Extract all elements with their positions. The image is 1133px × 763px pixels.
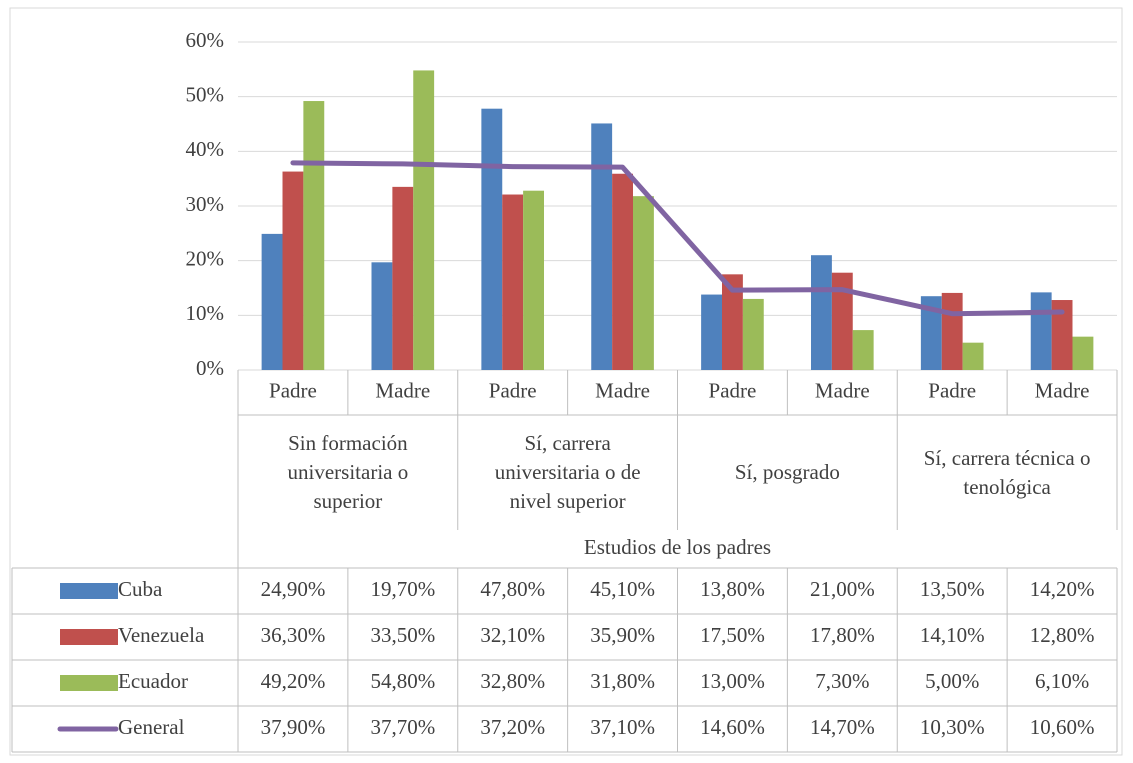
table-value: 31,80% [590, 669, 655, 693]
table-value: 21,00% [810, 577, 875, 601]
table-value: 37,90% [261, 715, 326, 739]
table-value: 37,70% [370, 715, 435, 739]
bar [612, 173, 634, 370]
table-value: 24,90% [261, 577, 326, 601]
table-value: 17,80% [810, 623, 875, 647]
table-value: 10,60% [1030, 715, 1095, 739]
bar [481, 108, 503, 371]
table-value: 13,80% [700, 577, 765, 601]
y-tick-label: 50% [186, 82, 225, 106]
y-tick-label: 10% [186, 301, 225, 325]
legend-label: Venezuela [118, 623, 205, 647]
table-value: 32,10% [480, 623, 545, 647]
group-label: Sí, carrera universitaria o de nivel sup… [494, 431, 641, 513]
bar [742, 298, 764, 370]
x-tick-label: Madre [595, 378, 650, 402]
y-tick-label: 30% [186, 192, 225, 216]
legend-swatch [60, 629, 118, 645]
bar [852, 330, 874, 370]
legend-label: Ecuador [118, 669, 188, 693]
y-tick-label: 0% [196, 356, 224, 380]
x-tick-label: Padre [709, 378, 757, 402]
table-value: 13,00% [700, 669, 765, 693]
y-tick-label: 60% [186, 28, 225, 52]
bar [303, 101, 325, 370]
group-label: Sin formación universitaria o superior [287, 431, 409, 513]
table-value: 14,20% [1030, 577, 1095, 601]
table-value: 47,80% [480, 577, 545, 601]
table-value: 37,10% [590, 715, 655, 739]
bar [523, 190, 545, 370]
table-value: 54,80% [370, 669, 435, 693]
table-value: 5,00% [925, 669, 979, 693]
bar [941, 292, 963, 370]
table-value: 13,50% [920, 577, 985, 601]
bar [1030, 292, 1052, 370]
table-value: 10,30% [920, 715, 985, 739]
x-tick-label: Padre [489, 378, 537, 402]
x-tick-label: Padre [269, 378, 317, 402]
legend-label: Cuba [118, 577, 163, 601]
x-axis-title: Estudios de los padres [584, 535, 771, 559]
y-tick-label: 40% [186, 137, 225, 161]
table-value: 45,10% [590, 577, 655, 601]
x-tick-label: Padre [928, 378, 976, 402]
x-tick-label: Madre [1035, 378, 1090, 402]
legend-swatch [60, 583, 118, 599]
table-value: 33,50% [370, 623, 435, 647]
table-value: 49,20% [261, 669, 326, 693]
table-value: 14,10% [920, 623, 985, 647]
x-tick-label: Madre [375, 378, 430, 402]
table-value: 17,50% [700, 623, 765, 647]
bar [1072, 336, 1094, 370]
bar [831, 272, 853, 370]
bar [392, 186, 414, 370]
table-value: 19,70% [370, 577, 435, 601]
bar [721, 274, 743, 370]
x-tick-label: Madre [815, 378, 870, 402]
y-tick-label: 20% [186, 246, 225, 270]
chart-border [9, 7, 1123, 756]
bar [962, 342, 984, 370]
bar [810, 255, 832, 370]
bar [633, 196, 654, 370]
table-value: 12,80% [1030, 623, 1095, 647]
table-value: 37,20% [480, 715, 545, 739]
legend-label: General [118, 715, 185, 739]
table-value: 36,30% [261, 623, 326, 647]
bar [1051, 300, 1073, 370]
bar [371, 262, 393, 370]
bar [413, 70, 435, 370]
table-value: 32,80% [480, 669, 545, 693]
group-label: Sí, carrera técnica o tenológica [923, 445, 1091, 499]
bar [591, 123, 613, 370]
bar [920, 296, 942, 370]
group-label: Sí, posgrado [734, 460, 840, 484]
legend-swatch [60, 675, 118, 691]
table-value: 14,60% [700, 715, 765, 739]
table-value: 7,30% [815, 669, 869, 693]
table-value: 35,90% [590, 623, 655, 647]
bar [282, 171, 304, 370]
table-value: 14,70% [810, 715, 875, 739]
bar [701, 294, 722, 370]
table-value: 6,10% [1035, 669, 1089, 693]
bar [261, 233, 283, 370]
line-series [290, 160, 1065, 317]
bar [502, 194, 524, 370]
